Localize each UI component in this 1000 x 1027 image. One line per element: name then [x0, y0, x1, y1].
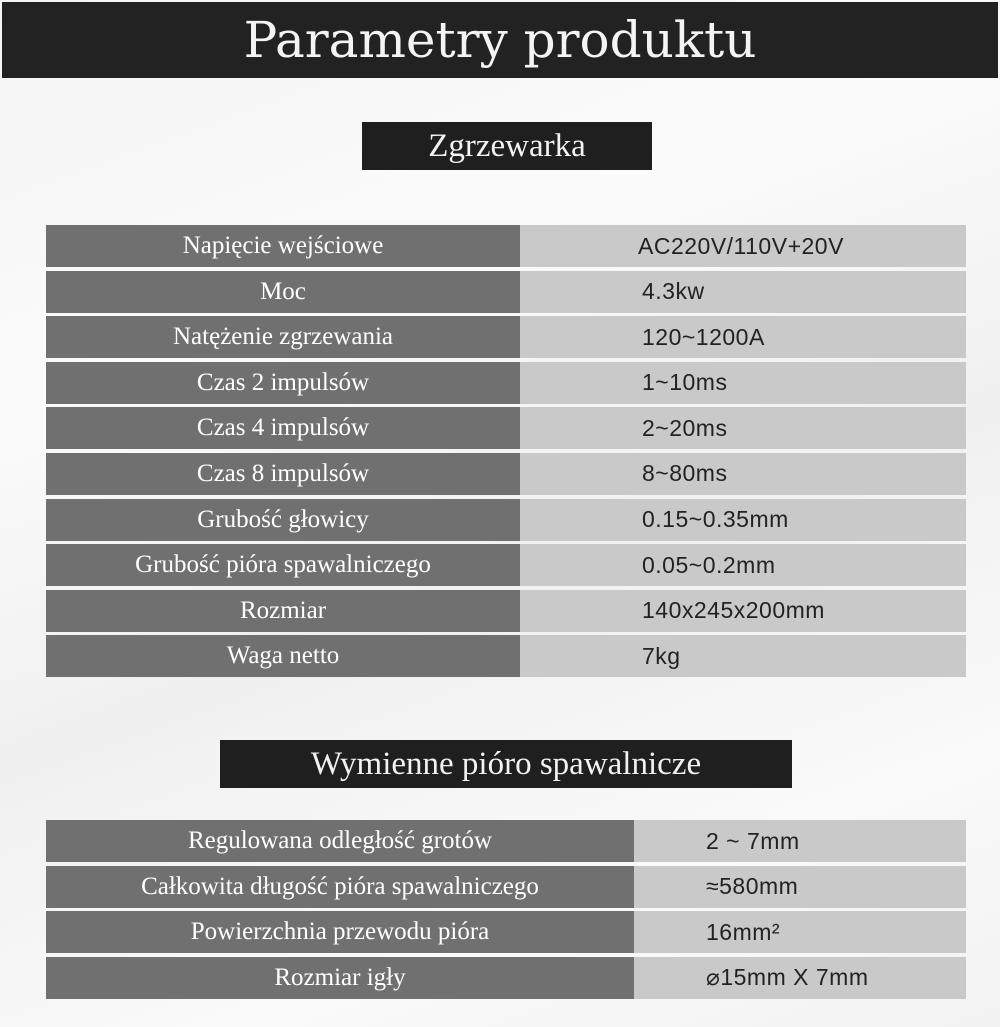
spec-value: 16mm²	[634, 911, 966, 954]
table-row: Czas 4 impulsów 2~20ms	[46, 407, 966, 450]
table-row: Grubość głowicy 0.15~0.35mm	[46, 498, 966, 541]
table-row: Rozmiar 140x245x200mm	[46, 589, 966, 632]
spec-value: 0.15~0.35mm	[520, 498, 966, 541]
spec-value: 7kg	[520, 635, 966, 678]
spec-label: Powierzchnia przewodu pióra	[46, 911, 634, 954]
spec-label: Czas 2 impulsów	[46, 361, 520, 404]
spec-label: Czas 8 impulsów	[46, 452, 520, 495]
spec-label: Rozmiar	[46, 589, 520, 632]
table-row: Całkowita długość pióra spawalniczego ≈58…	[46, 865, 966, 908]
spec-label: Natężenie zgrzewania	[46, 316, 520, 359]
welding-pen-spec-table: Regulowana odległość grotów 2 ~ 7mm Całkow…	[46, 820, 966, 1002]
welder-spec-table: Napięcie wejściowe AC220V/110V+20V Moc 4.3k…	[46, 225, 966, 681]
spec-value: 120~1200A	[520, 316, 966, 359]
section-heading-welding-pen: Wymienne pióro spawalnicze	[220, 740, 792, 788]
spec-value: AC220V/110V+20V	[520, 225, 966, 267]
page-title-bar: Parametry produktu	[2, 2, 998, 78]
section-heading-welder: Zgrzewarka	[362, 122, 652, 170]
spec-label: Moc	[46, 270, 520, 313]
table-row: Powierzchnia przewodu pióra 16mm²	[46, 911, 966, 954]
table-row: Waga netto 7kg	[46, 635, 966, 678]
section-heading-text: Wymienne pióro spawalnicze	[310, 745, 702, 782]
table-row: Czas 2 impulsów 1~10ms	[46, 361, 966, 404]
spec-value: ⌀15mm X 7mm	[634, 956, 966, 999]
spec-value: 8~80ms	[520, 452, 966, 495]
table-row: Czas 8 impulsów 8~80ms	[46, 452, 966, 495]
spec-label: Całkowita długość pióra spawalniczego	[46, 865, 634, 908]
spec-label: Czas 4 impulsów	[46, 407, 520, 450]
spec-value: 2 ~ 7mm	[634, 820, 966, 862]
spec-label: Regulowana odległość grotów	[46, 820, 634, 862]
spec-value: 1~10ms	[520, 361, 966, 404]
table-row: Rozmiar igły ⌀15mm X 7mm	[46, 956, 966, 999]
table-row: Regulowana odległość grotów 2 ~ 7mm	[46, 820, 966, 862]
spec-label: Rozmiar igły	[46, 956, 634, 999]
table-row: Napięcie wejściowe AC220V/110V+20V	[46, 225, 966, 267]
table-row: Grubość pióra spawalniczego 0.05~0.2mm	[46, 544, 966, 587]
spec-value: 4.3kw	[520, 270, 966, 313]
table-row: Moc 4.3kw	[46, 270, 966, 313]
section-heading-text: Zgrzewarka	[428, 127, 586, 164]
spec-label: Grubość pióra spawalniczego	[46, 544, 520, 587]
spec-value: ≈580mm	[634, 865, 966, 908]
spec-value: 2~20ms	[520, 407, 966, 450]
spec-value: 140x245x200mm	[520, 589, 966, 632]
spec-label: Grubość głowicy	[46, 498, 520, 541]
page-title: Parametry produktu	[243, 11, 757, 69]
spec-value: 0.05~0.2mm	[520, 544, 966, 587]
table-row: Natężenie zgrzewania 120~1200A	[46, 316, 966, 359]
spec-label: Napięcie wejściowe	[46, 225, 520, 267]
spec-label: Waga netto	[46, 635, 520, 678]
